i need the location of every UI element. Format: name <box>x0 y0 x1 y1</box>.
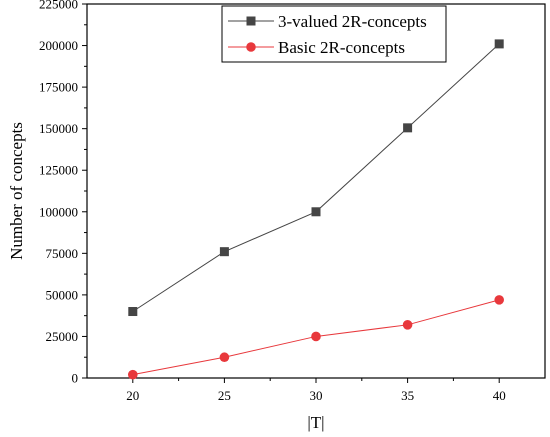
series-group <box>128 39 505 380</box>
data-point <box>402 320 413 330</box>
y-tick-label: 50000 <box>46 287 79 302</box>
x-tick-label: 30 <box>310 388 323 403</box>
data-point <box>494 39 504 49</box>
y-tick-label: 200000 <box>39 38 78 53</box>
legend-marker <box>246 42 256 52</box>
data-point <box>311 331 321 342</box>
legend-marker <box>246 16 256 26</box>
data-point <box>219 352 230 363</box>
y-tick-label: 150000 <box>39 121 78 136</box>
y-tick-label: 75000 <box>46 246 79 261</box>
legend-box <box>221 5 447 63</box>
y-tick-label: 225000 <box>39 0 78 12</box>
data-point <box>128 307 138 317</box>
series-line-1 <box>132 43 500 312</box>
y-tick-label: 25000 <box>46 329 79 344</box>
data-point <box>494 295 505 305</box>
data-point <box>403 123 413 133</box>
data-point <box>128 369 138 380</box>
y-tick-label: 175000 <box>39 80 78 95</box>
legend-label: 3-valued 2R-concepts <box>278 12 427 31</box>
y-tick-label: 100000 <box>39 204 78 219</box>
data-point <box>219 247 229 257</box>
tick-marks <box>82 3 500 383</box>
x-axis-title: |T| <box>307 413 324 432</box>
y-tick-label: 0 <box>72 371 79 386</box>
data-point <box>311 207 321 217</box>
legend-label: Basic 2R-concepts <box>278 38 405 57</box>
y-tick-label: 125000 <box>39 163 78 178</box>
legend: 3-valued 2R-concepts Basic 2R-concepts <box>221 5 447 63</box>
y-axis-title: Number of concepts <box>7 122 26 260</box>
x-tick-label: 35 <box>401 388 414 403</box>
x-tick-label: 20 <box>126 388 139 403</box>
tick-labels: 20 25 30 35 40 0 25000 50000 75000 100000 125000 15… <box>39 0 506 403</box>
x-tick-label: 25 <box>218 388 231 403</box>
x-tick-label: 40 <box>493 388 506 403</box>
